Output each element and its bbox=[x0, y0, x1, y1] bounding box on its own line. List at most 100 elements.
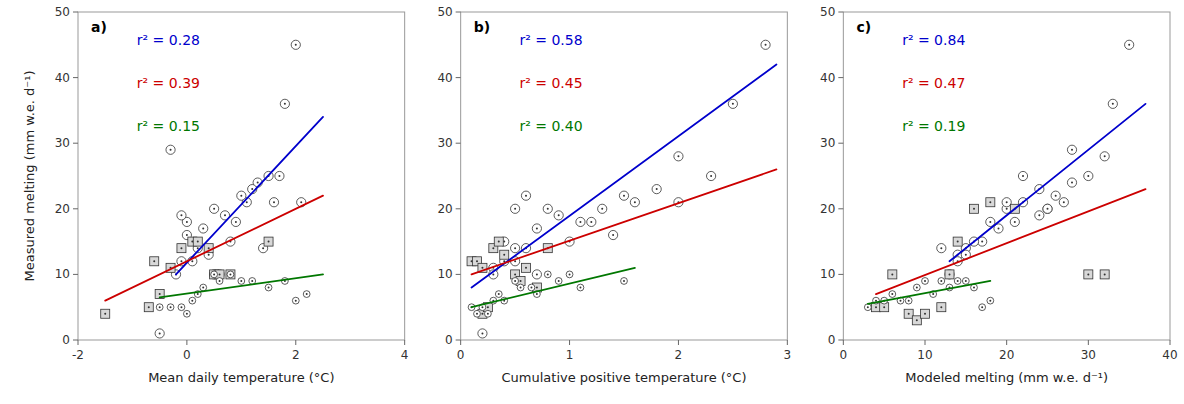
point-square bbox=[177, 244, 186, 253]
point bbox=[495, 291, 502, 298]
point-circle bbox=[166, 145, 175, 154]
tick-label: 30 bbox=[820, 136, 835, 150]
point-circle bbox=[511, 204, 520, 213]
point-circle bbox=[528, 284, 535, 291]
panel: 01020304001020304050Modeled melting (mm … bbox=[820, 5, 1178, 385]
y-axis-label: Measured melting (mm w.e. d⁻¹) bbox=[22, 70, 37, 281]
point-dot bbox=[262, 247, 264, 249]
point-circle bbox=[280, 99, 289, 108]
tick-mark bbox=[460, 340, 461, 345]
point-circle bbox=[521, 191, 530, 200]
point-circle bbox=[554, 211, 563, 220]
point bbox=[761, 40, 770, 49]
tick-label: 0 bbox=[62, 333, 70, 347]
point bbox=[166, 145, 175, 154]
tick-mark bbox=[1170, 340, 1171, 345]
point-dot bbox=[1047, 208, 1049, 210]
point-circle bbox=[728, 99, 737, 108]
tick-label: 0 bbox=[183, 348, 191, 362]
point-dot bbox=[908, 300, 910, 302]
tick-label: 20 bbox=[437, 202, 452, 216]
panel: 012301020304050Cumulative positive tempe… bbox=[437, 5, 791, 385]
point-dot bbox=[989, 221, 991, 223]
point-dot bbox=[989, 201, 991, 203]
point-circle bbox=[1035, 211, 1044, 220]
point-dot bbox=[180, 306, 182, 308]
trend-line bbox=[876, 189, 1146, 294]
point-dot bbox=[590, 221, 592, 223]
data-layer bbox=[467, 40, 776, 338]
point-dot bbox=[916, 287, 918, 289]
point-circle bbox=[532, 224, 541, 233]
point-dot bbox=[213, 273, 215, 275]
point bbox=[156, 304, 163, 311]
x-axis-label: Cumulative positive temperature (°C) bbox=[501, 370, 746, 385]
panel-label: c) bbox=[856, 19, 871, 35]
point-dot bbox=[1087, 273, 1089, 275]
point-dot bbox=[1022, 175, 1024, 177]
point-circle bbox=[938, 278, 945, 285]
point-circle bbox=[577, 284, 584, 291]
point bbox=[1067, 178, 1076, 187]
point bbox=[609, 230, 618, 239]
point-dot bbox=[1087, 175, 1089, 177]
point-circle bbox=[587, 217, 596, 226]
point-dot bbox=[891, 293, 893, 295]
tick-mark bbox=[843, 340, 844, 345]
point-dot bbox=[202, 287, 204, 289]
point-dot bbox=[197, 247, 199, 249]
point bbox=[150, 257, 159, 266]
point bbox=[500, 250, 509, 259]
plot-frame bbox=[843, 12, 1170, 340]
point-dot bbox=[229, 273, 231, 275]
point-dot bbox=[940, 280, 942, 282]
point-square bbox=[150, 257, 159, 266]
tick-mark bbox=[73, 12, 78, 13]
point bbox=[913, 284, 920, 291]
point-circle bbox=[945, 270, 954, 279]
tick-label: 0 bbox=[840, 348, 848, 362]
point bbox=[937, 244, 946, 253]
point bbox=[630, 198, 639, 207]
point-dot bbox=[498, 293, 500, 295]
point-dot bbox=[558, 280, 560, 282]
point-dot bbox=[503, 254, 505, 256]
point-dot bbox=[240, 280, 242, 282]
trend-line bbox=[472, 268, 635, 307]
point-circle bbox=[1051, 191, 1060, 200]
point-circle bbox=[1002, 198, 1011, 207]
point bbox=[652, 185, 661, 194]
point-dot bbox=[710, 175, 712, 177]
point-dot bbox=[1055, 195, 1057, 197]
point-dot bbox=[180, 247, 182, 249]
point bbox=[937, 303, 946, 312]
tick-mark bbox=[73, 143, 78, 144]
tick-mark bbox=[186, 340, 187, 345]
annotation: r² = 0.15 bbox=[137, 118, 200, 134]
point-dot bbox=[875, 306, 877, 308]
point-circle bbox=[155, 329, 164, 338]
point bbox=[292, 297, 299, 304]
point-dot bbox=[998, 227, 1000, 229]
point-circle bbox=[1084, 171, 1093, 180]
point-dot bbox=[492, 273, 494, 275]
point bbox=[474, 310, 481, 317]
point bbox=[945, 270, 954, 279]
point-dot bbox=[153, 260, 155, 262]
point-square bbox=[921, 309, 930, 318]
point-circle bbox=[905, 297, 912, 304]
point-square bbox=[904, 309, 913, 318]
point-circle bbox=[962, 278, 969, 285]
point bbox=[199, 224, 208, 233]
point-dot bbox=[159, 332, 161, 334]
tick-mark bbox=[456, 77, 461, 78]
point-dot bbox=[989, 300, 991, 302]
point-dot bbox=[514, 280, 516, 282]
point-circle bbox=[183, 310, 190, 317]
point-circle bbox=[1010, 217, 1019, 226]
point-square bbox=[101, 309, 110, 318]
point-circle bbox=[1108, 99, 1117, 108]
point-circle bbox=[761, 40, 770, 49]
point bbox=[621, 278, 628, 285]
figure: -202401020304050Mean daily temperature (… bbox=[0, 0, 1184, 404]
